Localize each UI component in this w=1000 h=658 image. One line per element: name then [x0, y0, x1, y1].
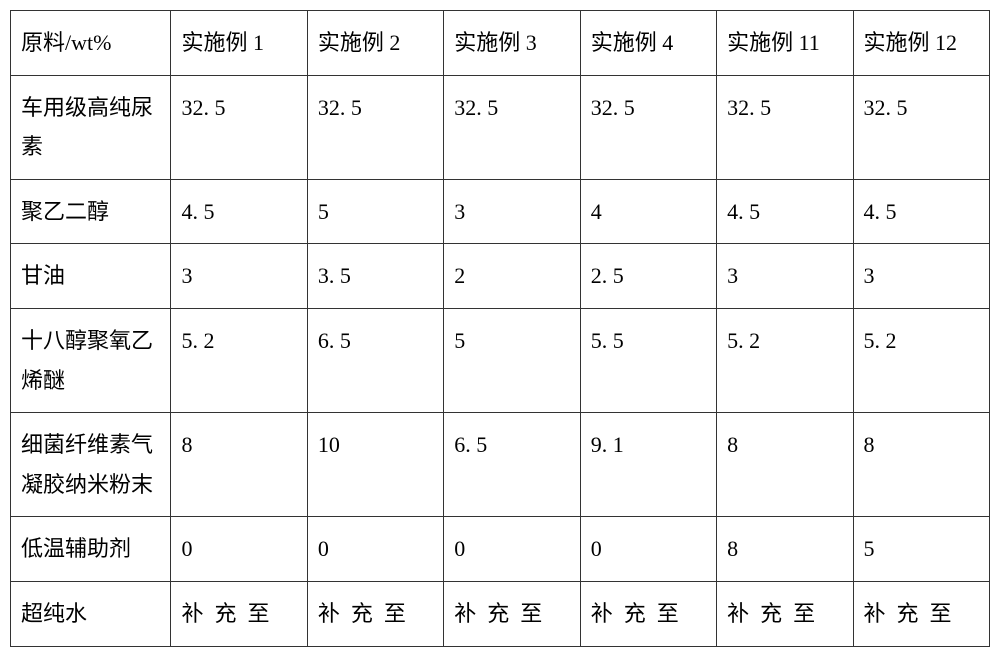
cell: 0 — [307, 517, 443, 582]
cell: 32. 5 — [444, 75, 580, 179]
header-cell: 实施例 1 — [171, 11, 307, 76]
table-body: 原料/wt% 实施例 1 实施例 2 实施例 3 实施例 4 实施例 11 实施… — [11, 11, 990, 647]
table-row: 聚乙二醇 4. 5 5 3 4 4. 5 4. 5 — [11, 179, 990, 244]
cell: 2. 5 — [580, 244, 716, 309]
cell: 0 — [171, 517, 307, 582]
cell: 3 — [444, 179, 580, 244]
cell: 补充至 — [171, 581, 307, 646]
header-cell: 实施例 2 — [307, 11, 443, 76]
table-row: 低温辅助剂 0 0 0 0 8 5 — [11, 517, 990, 582]
cell: 6. 5 — [444, 413, 580, 517]
header-cell: 实施例 4 — [580, 11, 716, 76]
cell: 32. 5 — [853, 75, 989, 179]
cell: 4. 5 — [171, 179, 307, 244]
row-label: 十八醇聚氧乙烯醚 — [11, 308, 171, 412]
cell: 3. 5 — [307, 244, 443, 309]
cell: 32. 5 — [580, 75, 716, 179]
cell: 5. 2 — [171, 308, 307, 412]
table-row: 车用级高纯尿素 32. 5 32. 5 32. 5 32. 5 32. 5 32… — [11, 75, 990, 179]
table-row: 细菌纤维素气凝胶纳米粉末 8 10 6. 5 9. 1 8 8 — [11, 413, 990, 517]
cell: 8 — [853, 413, 989, 517]
row-label: 低温辅助剂 — [11, 517, 171, 582]
cell: 3 — [171, 244, 307, 309]
table-row: 十八醇聚氧乙烯醚 5. 2 6. 5 5 5. 5 5. 2 5. 2 — [11, 308, 990, 412]
cell: 补充至 — [580, 581, 716, 646]
cell: 8 — [717, 413, 853, 517]
header-cell: 实施例 11 — [717, 11, 853, 76]
cell: 5 — [307, 179, 443, 244]
cell: 补充至 — [717, 581, 853, 646]
row-label: 甘油 — [11, 244, 171, 309]
cell: 2 — [444, 244, 580, 309]
cell: 8 — [717, 517, 853, 582]
table-header-row: 原料/wt% 实施例 1 实施例 2 实施例 3 实施例 4 实施例 11 实施… — [11, 11, 990, 76]
table-row: 甘油 3 3. 5 2 2. 5 3 3 — [11, 244, 990, 309]
cell: 5 — [444, 308, 580, 412]
cell: 0 — [580, 517, 716, 582]
row-label: 车用级高纯尿素 — [11, 75, 171, 179]
cell: 9. 1 — [580, 413, 716, 517]
cell: 32. 5 — [717, 75, 853, 179]
header-cell: 实施例 12 — [853, 11, 989, 76]
cell: 补充至 — [853, 581, 989, 646]
header-cell: 实施例 3 — [444, 11, 580, 76]
cell: 补充至 — [307, 581, 443, 646]
cell: 3 — [853, 244, 989, 309]
row-label: 细菌纤维素气凝胶纳米粉末 — [11, 413, 171, 517]
cell: 0 — [444, 517, 580, 582]
cell: 5 — [853, 517, 989, 582]
cell: 4 — [580, 179, 716, 244]
cell: 32. 5 — [171, 75, 307, 179]
table-row: 超纯水 补充至 补充至 补充至 补充至 补充至 补充至 — [11, 581, 990, 646]
cell: 10 — [307, 413, 443, 517]
data-table: 原料/wt% 实施例 1 实施例 2 实施例 3 实施例 4 实施例 11 实施… — [10, 10, 990, 647]
cell: 5. 2 — [717, 308, 853, 412]
cell: 补充至 — [444, 581, 580, 646]
cell: 3 — [717, 244, 853, 309]
cell: 5. 5 — [580, 308, 716, 412]
cell: 8 — [171, 413, 307, 517]
cell: 5. 2 — [853, 308, 989, 412]
row-label: 超纯水 — [11, 581, 171, 646]
header-cell: 原料/wt% — [11, 11, 171, 76]
cell: 4. 5 — [853, 179, 989, 244]
cell: 6. 5 — [307, 308, 443, 412]
row-label: 聚乙二醇 — [11, 179, 171, 244]
cell: 4. 5 — [717, 179, 853, 244]
cell: 32. 5 — [307, 75, 443, 179]
